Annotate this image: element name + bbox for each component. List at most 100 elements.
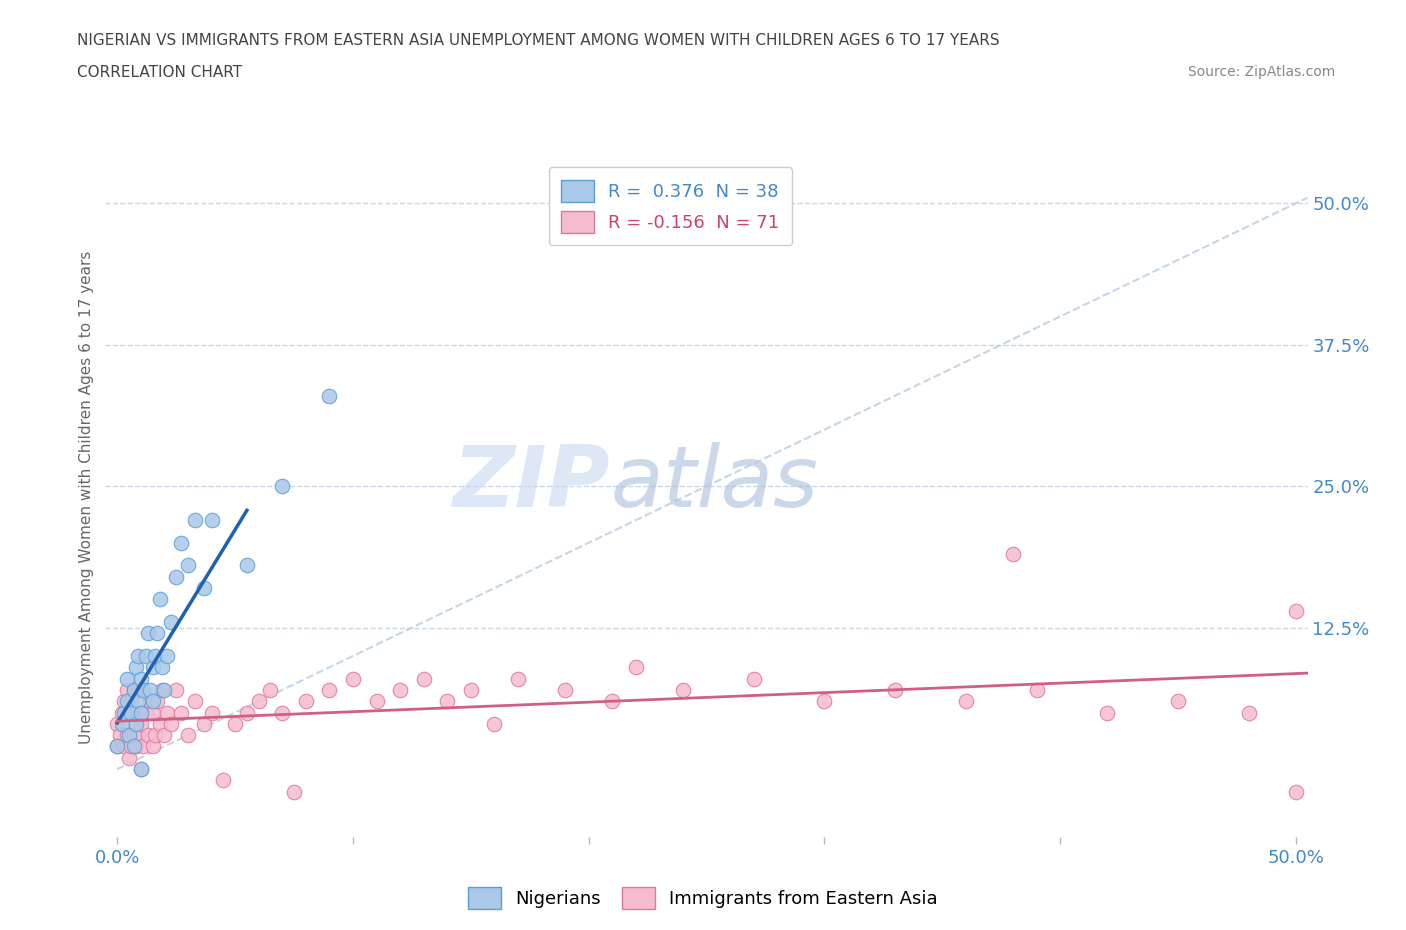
Point [120, 739, 142, 754]
Point [318, 683, 340, 698]
Point [153, 728, 176, 743]
Point [193, 716, 215, 731]
Point [139, 683, 162, 698]
Point [389, 683, 412, 698]
Point [112, 705, 135, 720]
Text: atlas: atlas [610, 443, 818, 525]
Text: NIGERIAN VS IMMIGRANTS FROM EASTERN ASIA UNEMPLOYMENT AMONG WOMEN WITH CHILDREN : NIGERIAN VS IMMIGRANTS FROM EASTERN ASIA… [77, 33, 1000, 47]
Point [125, 705, 148, 720]
Point [105, 739, 128, 754]
Point [118, 705, 141, 720]
Point [484, 716, 506, 731]
Point [955, 694, 977, 709]
Point [136, 728, 159, 743]
Point [112, 694, 135, 709]
Legend: Nigerians, Immigrants from Eastern Asia: Nigerians, Immigrants from Eastern Asia [461, 880, 945, 916]
Point [460, 683, 482, 698]
Point [150, 683, 173, 698]
Point [165, 569, 187, 584]
Point [139, 694, 162, 709]
Point [132, 739, 155, 754]
Point [118, 728, 141, 743]
Point [143, 728, 166, 743]
Point [170, 705, 193, 720]
Point [1167, 694, 1189, 709]
Point [436, 694, 458, 709]
Point [742, 671, 765, 686]
Point [624, 660, 647, 675]
Point [184, 694, 207, 709]
Point [200, 705, 222, 720]
Point [142, 694, 165, 709]
Point [129, 762, 152, 777]
Point [506, 671, 529, 686]
Point [600, 694, 623, 709]
Point [200, 512, 222, 527]
Point [129, 716, 152, 731]
Point [318, 389, 340, 404]
Point [412, 671, 434, 686]
Point [149, 716, 172, 731]
Point [146, 626, 169, 641]
Text: CORRELATION CHART: CORRELATION CHART [77, 65, 242, 80]
Y-axis label: Unemployment Among Women with Children Ages 6 to 17 years: Unemployment Among Women with Children A… [79, 251, 94, 744]
Point [165, 683, 187, 698]
Point [122, 739, 145, 754]
Point [672, 683, 695, 698]
Point [112, 739, 135, 754]
Point [177, 728, 200, 743]
Point [1237, 705, 1260, 720]
Point [111, 716, 134, 731]
Point [153, 683, 176, 698]
Text: Source: ZipAtlas.com: Source: ZipAtlas.com [1188, 65, 1336, 79]
Point [125, 660, 148, 675]
Point [295, 694, 318, 709]
Point [135, 648, 157, 663]
Point [122, 683, 145, 698]
Point [129, 762, 152, 777]
Point [120, 705, 142, 720]
Point [236, 705, 259, 720]
Point [271, 705, 294, 720]
Point [127, 728, 149, 743]
Point [108, 728, 131, 743]
Point [142, 660, 165, 675]
Point [259, 683, 281, 698]
Point [146, 694, 169, 709]
Point [120, 694, 142, 709]
Point [122, 728, 145, 743]
Point [1001, 547, 1024, 562]
Point [111, 705, 134, 720]
Point [122, 683, 145, 698]
Legend: R =  0.376  N = 38, R = -0.156  N = 71: R = 0.376 N = 38, R = -0.156 N = 71 [548, 167, 792, 246]
Point [118, 751, 141, 765]
Point [127, 683, 149, 698]
Point [129, 705, 152, 720]
Point [1285, 784, 1308, 799]
Point [1025, 683, 1047, 698]
Point [115, 728, 138, 743]
Point [160, 716, 183, 731]
Point [125, 716, 148, 731]
Text: ZIP: ZIP [453, 443, 610, 525]
Point [554, 683, 576, 698]
Point [105, 739, 128, 754]
Point [115, 694, 138, 709]
Point [184, 512, 207, 527]
Point [193, 580, 215, 595]
Point [136, 626, 159, 641]
Point [271, 479, 294, 494]
Point [105, 716, 128, 731]
Point [115, 671, 138, 686]
Point [142, 739, 165, 754]
Point [135, 705, 157, 720]
Point [236, 558, 259, 573]
Point [150, 660, 173, 675]
Point [143, 648, 166, 663]
Point [342, 671, 364, 686]
Point [1285, 604, 1308, 618]
Point [813, 694, 835, 709]
Point [1097, 705, 1119, 720]
Point [884, 683, 907, 698]
Point [283, 784, 305, 799]
